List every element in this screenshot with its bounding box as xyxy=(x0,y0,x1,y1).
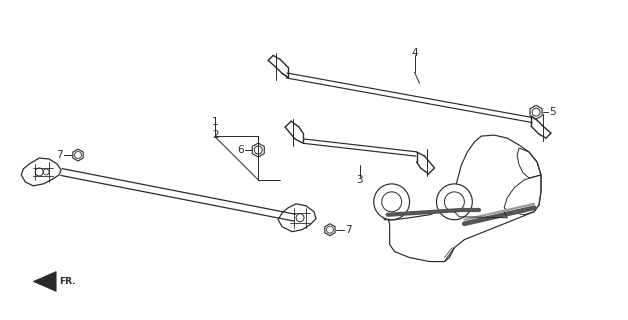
Text: 7: 7 xyxy=(57,150,63,160)
Circle shape xyxy=(436,184,472,220)
Text: 1: 1 xyxy=(212,117,219,127)
Circle shape xyxy=(374,184,409,220)
Polygon shape xyxy=(33,271,56,292)
Text: 3: 3 xyxy=(357,175,363,185)
Text: 7: 7 xyxy=(345,225,352,235)
Text: 5: 5 xyxy=(549,107,556,117)
Text: 4: 4 xyxy=(411,48,418,59)
Text: 6: 6 xyxy=(237,145,244,155)
Text: FR.: FR. xyxy=(59,277,75,286)
Text: 2: 2 xyxy=(212,130,219,140)
